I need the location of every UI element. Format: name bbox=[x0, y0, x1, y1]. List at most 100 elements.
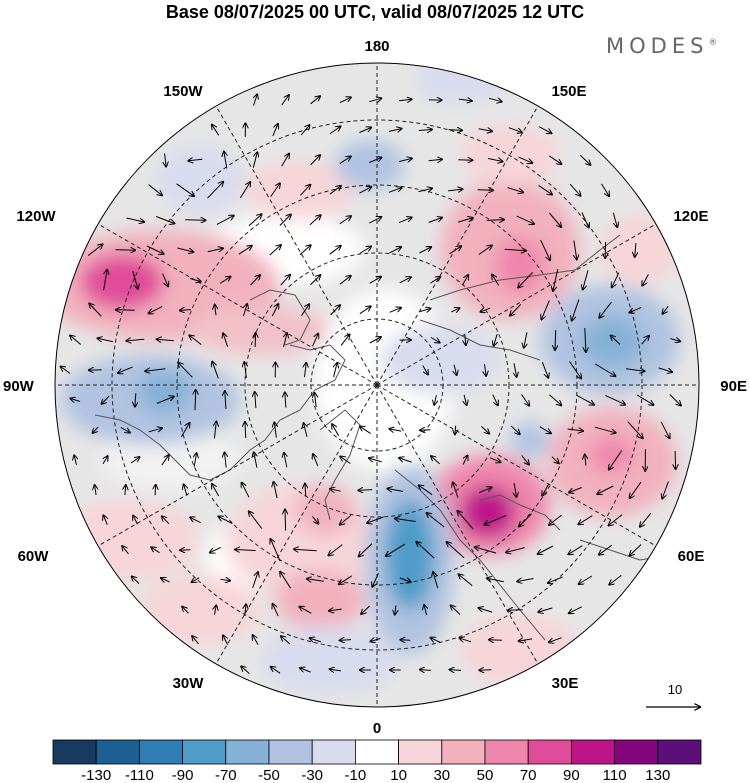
wind-vector bbox=[372, 572, 379, 587]
wind-vector bbox=[340, 457, 351, 464]
wind-vector bbox=[245, 604, 247, 616]
colorbar-swatch bbox=[225, 739, 270, 765]
colorbar: -130 -110 -90 -70 -50 -30 -10 10 30 50 70 90 110 130 bbox=[52, 739, 702, 783]
wind-vector bbox=[479, 487, 491, 494]
wind-vector bbox=[488, 98, 502, 101]
wind-vector bbox=[309, 215, 321, 226]
wind-vector bbox=[103, 456, 108, 465]
lon-label-90w: 90W bbox=[3, 378, 35, 395]
colorbar-tick-label: 70 bbox=[520, 767, 537, 783]
wind-vector bbox=[430, 337, 440, 343]
positive-anomaly-core bbox=[80, 254, 164, 310]
lon-label-30e: 30E bbox=[552, 675, 579, 692]
wind-vector bbox=[518, 272, 533, 287]
wind-vector bbox=[419, 485, 433, 496]
wind-vector bbox=[510, 304, 522, 315]
wind-vector bbox=[627, 421, 643, 439]
wind-vector bbox=[479, 608, 493, 613]
wind-vector bbox=[359, 306, 371, 315]
wind-vector bbox=[398, 158, 412, 161]
wind-vector bbox=[514, 363, 517, 377]
colorbar-swatch bbox=[571, 739, 616, 765]
colorbar-tick-label: -50 bbox=[258, 767, 280, 783]
wind-vector bbox=[521, 394, 530, 405]
wind-vector bbox=[399, 277, 411, 284]
wind-vector bbox=[339, 97, 351, 104]
wind-vector bbox=[223, 635, 229, 645]
colorbar-swatch bbox=[95, 739, 140, 765]
wind-vector bbox=[301, 304, 310, 316]
wind-vector bbox=[601, 183, 610, 196]
wind-vector bbox=[130, 457, 139, 464]
wind-vector bbox=[215, 605, 217, 615]
wind-vector bbox=[249, 511, 263, 529]
wind-vector bbox=[359, 128, 372, 133]
wind-vector bbox=[419, 247, 431, 254]
wind-vector bbox=[431, 456, 441, 465]
wind-vector bbox=[457, 218, 473, 223]
wind-vector bbox=[148, 428, 162, 432]
wind-vector bbox=[300, 125, 309, 136]
wind-vector bbox=[304, 423, 307, 438]
wind-vector bbox=[224, 152, 227, 169]
positive-anomaly bbox=[295, 485, 355, 535]
colorbar-tick-label: -70 bbox=[215, 767, 237, 783]
wind-vector bbox=[578, 515, 593, 525]
wind-vector bbox=[388, 489, 404, 492]
wind-vector bbox=[428, 218, 442, 223]
colorbar-swatch bbox=[138, 739, 183, 765]
wind-vector bbox=[162, 273, 169, 287]
positive-anomaly-core bbox=[590, 437, 634, 473]
wind-vector bbox=[272, 124, 278, 137]
wind-vector bbox=[451, 606, 461, 615]
colorbar-tick-label: -10 bbox=[345, 767, 367, 783]
colorbar-tick-label: 130 bbox=[645, 767, 670, 783]
wind-vector bbox=[274, 422, 276, 438]
wind-vector bbox=[156, 216, 174, 224]
wind-vector bbox=[489, 457, 501, 462]
wind-vector bbox=[207, 182, 224, 199]
wind-vector bbox=[370, 639, 381, 642]
wind-vector bbox=[219, 277, 230, 284]
wind-vector bbox=[569, 183, 580, 196]
wind-vector bbox=[626, 369, 644, 371]
wind-vector bbox=[339, 156, 351, 165]
wind-vector bbox=[541, 362, 548, 378]
wind-vector bbox=[454, 364, 457, 375]
wind-vector bbox=[332, 424, 340, 437]
wind-vector bbox=[132, 271, 138, 289]
wind-vector bbox=[369, 217, 381, 224]
wind-vector bbox=[359, 187, 371, 194]
wind-vector bbox=[504, 249, 526, 250]
wind-vector bbox=[433, 572, 439, 589]
wind-vector bbox=[636, 394, 653, 405]
wind-vector bbox=[481, 308, 491, 312]
colorbar-swatch bbox=[484, 739, 529, 765]
wind-vector bbox=[310, 96, 321, 105]
wind-vector bbox=[225, 453, 227, 468]
positive-anomaly-core bbox=[460, 486, 516, 538]
wind-vector bbox=[549, 514, 562, 525]
wind-vector bbox=[477, 190, 494, 191]
wind-vector bbox=[194, 453, 196, 467]
negative-anomaly bbox=[260, 625, 400, 695]
wind-vector bbox=[176, 183, 195, 196]
wind-vector bbox=[161, 455, 169, 466]
wind-vector bbox=[192, 578, 200, 582]
colorbar-swatch bbox=[441, 739, 486, 765]
map-border bbox=[54, 62, 700, 708]
wind-vector bbox=[386, 543, 406, 556]
wind-vector bbox=[398, 217, 412, 224]
wind-vector bbox=[178, 363, 193, 378]
wind-vector bbox=[538, 545, 554, 554]
wind-vector bbox=[192, 636, 199, 645]
wind-vector bbox=[243, 304, 247, 317]
wind-vector bbox=[630, 544, 642, 556]
wind-vector bbox=[252, 152, 257, 168]
positive-anomaly bbox=[140, 575, 260, 645]
wind-vector bbox=[305, 363, 307, 378]
wind-vector bbox=[399, 458, 412, 463]
wind-vector bbox=[551, 456, 559, 464]
meridian-120w bbox=[97, 223, 378, 386]
wind-vector bbox=[281, 154, 289, 167]
